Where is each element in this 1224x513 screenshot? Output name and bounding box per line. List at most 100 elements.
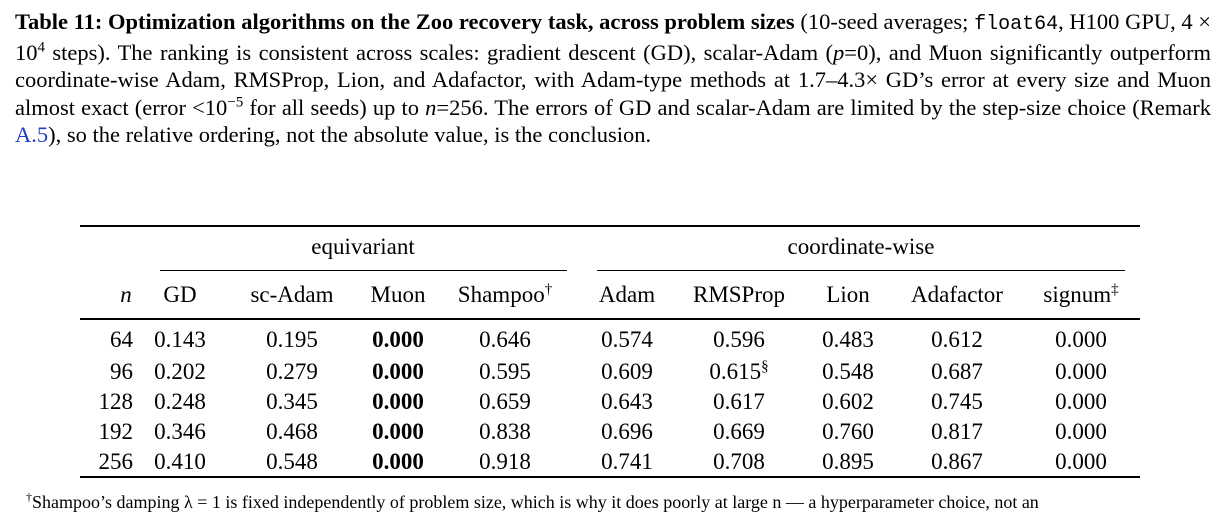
column-header: signum‡ [1043, 282, 1118, 308]
cell-value: 0.000 [372, 419, 424, 444]
cell-value: 192 [98, 419, 134, 444]
table-cell: 0.000 [372, 449, 424, 475]
caption-title: Table 11: Optimization algorithms on the… [15, 9, 795, 34]
column-mark: ‡ [1111, 281, 1119, 298]
table-cell: 0.745 [931, 389, 983, 415]
cell-value: 0.760 [822, 419, 874, 444]
table-cell: 0.615§ [709, 359, 768, 385]
table-cell: 0.646 [479, 327, 531, 353]
table-cell: 0.838 [479, 419, 531, 445]
table-cell: 0.687 [931, 359, 983, 385]
cell-value: 0.483 [822, 327, 874, 352]
group-rule [160, 270, 567, 271]
caption-text: , H100 GPU, 4 × 10 [15, 9, 1211, 65]
cell-value: 0.617 [713, 389, 765, 414]
footnote-mark: † [26, 490, 32, 504]
cell-value: 0.000 [372, 327, 424, 352]
footnote: †Shampoo’s damping λ = 1 is fixed indepe… [26, 490, 1039, 513]
footnote-text: Shampoo’s damping λ = 1 is fixed indepen… [32, 492, 1039, 512]
top-rule [80, 225, 1140, 227]
cell-value: 0.595 [479, 359, 531, 384]
cell-value: 0.548 [266, 449, 318, 474]
caption-italic: n [425, 94, 437, 120]
cell-value: 0.838 [479, 419, 531, 444]
table-cell: 0.696 [601, 419, 653, 445]
cell-value: 0.596 [713, 327, 765, 352]
table-cell: 0.602 [822, 389, 874, 415]
table-cell: 0.918 [479, 449, 531, 475]
cell-value: 0.195 [266, 327, 318, 352]
column-header: Adafactor [911, 282, 1003, 308]
table-cell: 0.574 [601, 327, 653, 353]
column-header: Shampoo† [458, 282, 552, 308]
column-label: Muon [370, 282, 426, 307]
caption-link[interactable]: A.5 [15, 122, 49, 147]
cell-value: 0.000 [1055, 389, 1107, 414]
group-header: coordinate-wise [787, 234, 935, 259]
cell-value: 0.659 [479, 389, 531, 414]
group-rule [597, 270, 1125, 271]
table-cell: 0.643 [601, 389, 653, 415]
column-header: n [120, 282, 132, 308]
cell-value: 0.741 [601, 449, 653, 474]
table-cell: 0.279 [266, 359, 318, 385]
table-cell: 0.000 [1055, 389, 1107, 415]
cell-value: 0.248 [154, 389, 206, 414]
cell-value: 0.000 [372, 359, 424, 384]
column-label: Adam [598, 282, 656, 307]
cell-value: 96 [110, 359, 133, 384]
table-cell: 0.000 [1055, 359, 1107, 385]
caption-text: =256. The errors of GD and scalar-Adam a… [436, 94, 1211, 120]
table-cell: 0.410 [154, 449, 206, 475]
cell-value: 0.708 [713, 449, 765, 474]
table-cell: 0.248 [154, 389, 206, 415]
cell-value: 0.410 [154, 449, 206, 474]
cell-value: 64 [110, 327, 133, 352]
table-cell: 0.612 [931, 327, 983, 353]
column-label: signum [1043, 282, 1112, 307]
cell-value: 0.918 [479, 449, 531, 474]
cell-value: 0.615 [709, 359, 762, 384]
caption-sup: 4 [37, 39, 46, 55]
column-label: Lion [826, 282, 870, 307]
column-header: sc-Adam [250, 282, 333, 308]
caption: Table 11: Optimization algorithms on the… [15, 8, 1211, 149]
cell-value: 0.468 [266, 419, 318, 444]
column-header: RMSProp [693, 282, 785, 308]
table-cell: 0.202 [154, 359, 206, 385]
table-cell: 0.000 [372, 389, 424, 415]
cell-value: 0.895 [822, 449, 874, 474]
table-cell: 0.659 [479, 389, 531, 415]
column-header: GD [163, 282, 196, 308]
table-cell: 0.741 [601, 449, 653, 475]
table-cell: 0.596 [713, 327, 765, 353]
bottom-rule [80, 476, 1140, 478]
cell-value: 128 [98, 389, 134, 414]
table-cell: 0.483 [822, 327, 874, 353]
cell-value: 0.646 [479, 327, 531, 352]
cell-value: 0.609 [601, 359, 653, 384]
row-label: 64 [110, 327, 133, 353]
column-header: Adam [599, 282, 655, 308]
cell-value: 0.000 [372, 449, 424, 474]
table-cell: 0.000 [372, 327, 424, 353]
cell-value: 0.602 [822, 389, 874, 414]
cell-value: 0.346 [154, 419, 206, 444]
caption-text: for all seeds) up to [243, 94, 426, 120]
cell-value: 0.574 [601, 327, 653, 352]
caption-code: float64 [974, 13, 1059, 36]
table-cell: 0.867 [931, 449, 983, 475]
group-header: equivariant [311, 234, 415, 259]
table-cell: 0.000 [1055, 449, 1107, 475]
column-label: Shampoo [457, 282, 545, 307]
table-cell: 0.708 [713, 449, 765, 475]
caption-italic: p [833, 39, 845, 65]
caption-text: =0), and Muon significantly outperform c… [15, 39, 1211, 120]
cell-value: 0.143 [154, 327, 206, 352]
cell-value: 0.643 [601, 389, 653, 414]
table-cell: 0.548 [822, 359, 874, 385]
column-header: Muon [371, 282, 426, 308]
column-label: GD [163, 282, 197, 307]
table-cell: 0.195 [266, 327, 318, 353]
